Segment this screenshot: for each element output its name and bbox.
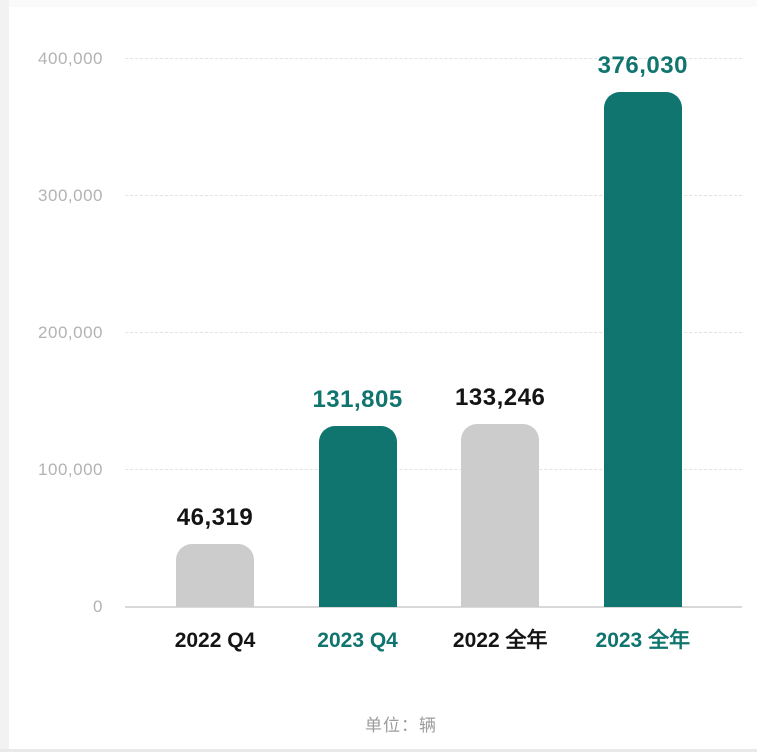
- y-axis-tick-label: 200,000: [38, 323, 103, 342]
- page-left-gutter: [0, 0, 9, 752]
- gridline: [125, 469, 742, 470]
- y-axis-tick-label: 400,000: [38, 49, 103, 68]
- gridline: [125, 332, 742, 333]
- page-top-gutter: [0, 0, 757, 7]
- x-category-label: 2023 Q4: [317, 629, 398, 652]
- bar-value-label: 376,030: [597, 51, 688, 79]
- y-axis-tick-label: 300,000: [38, 186, 103, 205]
- unit-caption: 单位：辆: [365, 716, 437, 735]
- bar: [603, 91, 682, 607]
- bar-value-label: 133,246: [455, 384, 546, 412]
- gridline: [125, 58, 742, 59]
- bar: [176, 543, 254, 607]
- x-category-label: 2022 Q4: [174, 629, 256, 652]
- x-category-label: 2022 全年: [452, 629, 548, 652]
- y-axis-tick-label: 100,000: [38, 460, 103, 479]
- gridline: [125, 195, 742, 196]
- y-axis-tick-label: 0: [93, 597, 103, 616]
- x-category-label: 2023 全年: [595, 629, 691, 652]
- bar-value-label: 46,319: [176, 503, 254, 531]
- bar: [318, 426, 397, 607]
- x-axis-baseline: [125, 606, 742, 608]
- bottom-divider: [0, 749, 757, 752]
- bar: [461, 424, 540, 607]
- bar-value-label: 131,805: [312, 386, 403, 414]
